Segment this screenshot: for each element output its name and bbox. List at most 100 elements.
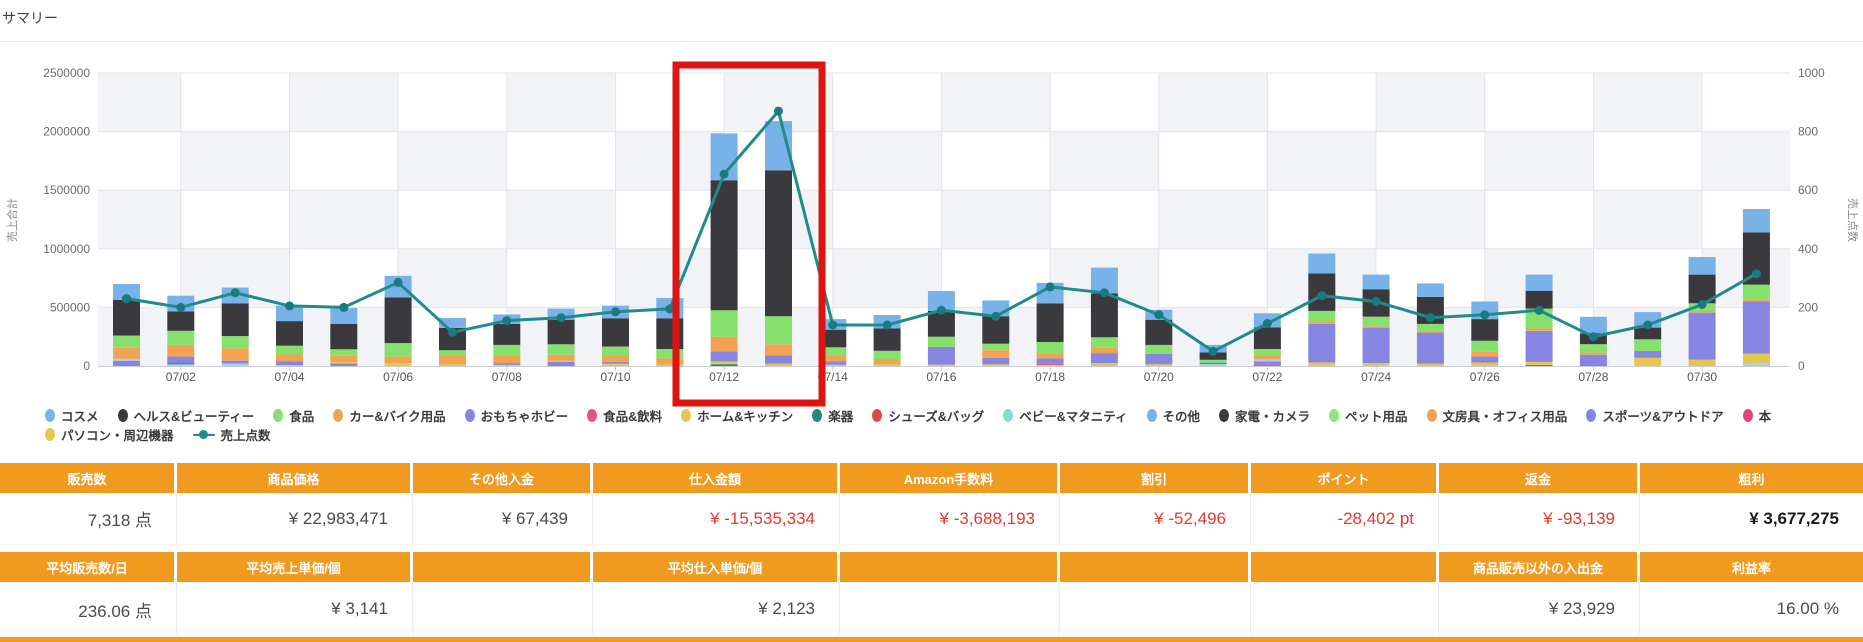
sales-count-point[interactable] [1534,305,1544,315]
legend-item[interactable]: 楽器 [812,406,853,425]
bar-07/04[interactable] [276,305,303,366]
bar-07/07[interactable] [439,317,466,366]
table-header-cell: 平均販売数/日 [0,552,177,582]
svg-text:400: 400 [1798,242,1818,256]
sales-count-point[interactable] [448,327,457,337]
bar-07/01[interactable] [113,284,140,366]
legend-item[interactable]: ホーム&キッチン [681,406,793,425]
bar-07/31[interactable] [1742,209,1770,366]
table-header-cell: 返金 [1439,463,1640,493]
legend-label: 楽器 [828,410,854,424]
sales-count-point[interactable] [1317,291,1327,301]
bar-07/19[interactable] [1090,267,1118,366]
legend-label: コスメ [61,410,99,424]
svg-text:800: 800 [1798,125,1818,139]
bar-07/17[interactable] [982,300,1010,366]
table-value-cell: ¥ -15,535,334 [593,493,840,545]
table-header-cell: 粗利 [1640,463,1863,493]
sales-count-point[interactable] [1751,269,1761,279]
sales-count-point[interactable] [230,288,240,298]
legend-item[interactable]: パソコン・周辺機器 [45,425,174,444]
sales-count-point[interactable] [1154,310,1164,320]
table-value-cell: ¥ -93,139 [1439,493,1640,545]
category-color-icon [464,409,475,422]
legend-item[interactable]: 売上点数 [192,425,271,444]
legend-item[interactable]: コスメ [45,406,99,425]
legend-item[interactable]: 食品&飲料 [587,406,662,425]
table-header-cell: 平均売上単価/個 [177,552,413,582]
summary-table-header: 販売数 商品価格 その他入金 仕入金額 Amazon手数料 割引 ポイント 返金 粗利 [0,463,1863,493]
sales-count-point[interactable] [1643,320,1653,330]
legend-item[interactable]: 食品 [273,406,314,425]
svg-text:0: 0 [1798,359,1805,373]
sales-summary-chart[interactable]: 2500000 2000000 1500000 1000000 500000 0 1000 8… [0,0,1863,455]
table-header-cell: 商品価格 [177,463,413,493]
sales-count-point[interactable] [1697,300,1707,309]
sales-count-point[interactable] [1371,297,1381,306]
svg-text:07/26: 07/26 [1470,370,1500,384]
legend-label: ヘルス&ビューティー [133,410,255,424]
bar-07/24[interactable] [1362,274,1390,366]
sales-count-point[interactable] [176,302,186,312]
sales-count-point[interactable] [719,169,729,179]
sales-count-point[interactable] [393,278,403,287]
bar-07/23[interactable] [1308,253,1336,367]
legend-item[interactable]: その他 [1146,406,1200,425]
sales-count-point[interactable] [991,311,1001,321]
legend-item[interactable]: シューズ&バッグ [872,406,984,425]
legend-item[interactable]: スポーツ&アウトドア [1586,406,1724,425]
sales-count-point[interactable] [828,320,838,330]
page-title: サマリー [2,10,58,26]
bar-07/22[interactable] [1253,313,1281,366]
sales-count-point[interactable] [1425,313,1435,323]
category-color-icon [1003,409,1014,422]
table-header-cell: ポイント [1251,463,1439,493]
table-value-cell [413,582,593,637]
legend-item[interactable]: カー&バイク用品 [333,406,446,425]
sales-count-point[interactable] [882,320,892,330]
legend-item[interactable]: おもちゃホビー [464,406,568,425]
category-color-icon [587,409,598,422]
bar-07/03[interactable] [221,287,249,367]
sales-count-point[interactable] [339,302,349,312]
sales-count-point[interactable] [1208,346,1218,356]
sales-count-point[interactable] [936,305,946,315]
category-color-icon [273,409,284,422]
bar-07/13[interactable] [765,121,792,366]
legend-item[interactable]: 文房具・オフィス用品 [1426,406,1567,425]
category-color-icon [1219,409,1230,422]
bar-07/16[interactable] [927,291,955,366]
legend-item[interactable]: ヘルス&ビューティー [117,406,255,425]
sales-count-point[interactable] [285,301,294,311]
sales-count-point[interactable] [665,304,675,314]
sales-count-point[interactable] [1099,288,1109,298]
legend-item[interactable]: ベビー&マタニティ [1003,406,1128,425]
svg-text:07/12: 07/12 [709,370,739,384]
table-header-cell: 仕入金額 [593,463,840,493]
bar-07/12[interactable] [710,133,738,366]
sales-count-point[interactable] [1480,310,1490,320]
legend-label: パソコン・周辺機器 [61,429,174,443]
bar-07/06[interactable] [384,275,412,366]
table-header-cell: 商品販売以外の入出金 [1439,552,1640,582]
sales-count-point[interactable] [556,313,566,323]
sales-count-point[interactable] [502,316,512,326]
bar-07/25[interactable] [1416,283,1444,366]
title-divider [0,41,1863,42]
bar-07/28[interactable] [1579,316,1607,366]
bar-07/05[interactable] [330,308,358,366]
summary-table-values: 7,318 点 ¥ 22,983,471 ¥ 67,439 ¥ -15,535,334… [0,493,1863,545]
bar-07/30[interactable] [1688,257,1716,366]
sales-count-point[interactable] [1588,332,1598,342]
table-value-cell: 16.00 % [1640,582,1863,637]
bar-07/27[interactable] [1525,274,1553,366]
legend-item[interactable]: ペット用品 [1329,406,1408,425]
sales-count-point[interactable] [774,106,783,116]
bar-07/18[interactable] [1036,282,1064,366]
legend-item[interactable]: 家電・カメラ [1219,406,1310,425]
sales-count-point[interactable] [122,294,131,304]
sales-count-point[interactable] [1262,319,1272,328]
sales-count-point[interactable] [1045,282,1055,292]
legend-item[interactable]: 本 [1742,406,1771,425]
sales-count-point[interactable] [611,307,620,317]
